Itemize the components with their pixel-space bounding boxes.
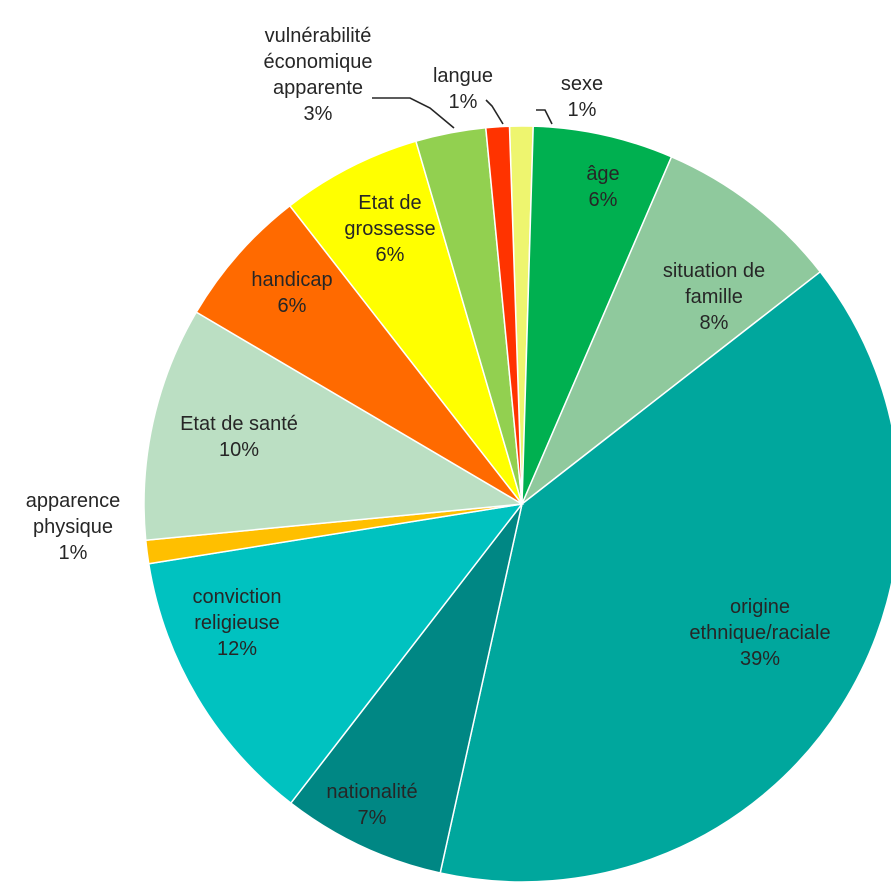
pie-slices (143, 125, 891, 882)
data-label-handicap: handicap 6% (251, 269, 332, 317)
pie-slice-langue (484, 125, 523, 505)
data-labels: sexe 1% âge 6% situation de famille 8% origine e… (26, 25, 831, 829)
pie-slice-age (521, 125, 673, 505)
pie-slice-origine-ethnique-raciale (439, 270, 891, 882)
pie-slice-etat-de-sante (143, 311, 525, 542)
data-label-conviction-religieuse: conviction religieuse 12% (193, 586, 282, 660)
data-label-etat-de-grossesse: Etat de grossesse 6% (344, 192, 435, 266)
pie-slice-conviction-religieuse (147, 502, 524, 805)
data-label-langue: langue 1% (433, 65, 493, 113)
leader-line-vulnerabilite-economique-apparente (372, 97, 455, 129)
data-label-etat-de-sante: Etat de santé 10% (180, 413, 298, 461)
pie-slice-nationalite (289, 503, 523, 874)
leader-line-langue (485, 99, 504, 125)
data-label-nationalite: nationalité 7% (326, 781, 417, 829)
data-label-age: âge 6% (586, 163, 619, 211)
leader-lines (372, 97, 553, 129)
data-label-situation-de-famille: situation de famille 8% (663, 260, 765, 334)
data-label-origine-ethnique-raciale: origine ethnique/raciale 39% (689, 596, 830, 670)
pie-slice-etat-de-grossesse (288, 140, 523, 505)
data-label-sexe: sexe 1% (561, 73, 603, 121)
leader-line-sexe (536, 109, 553, 125)
pie-slice-handicap (195, 204, 523, 505)
data-label-vulnerabilite-economique-apparente: vulnérabilité économique apparente 3% (264, 25, 373, 125)
data-label-apparence-physique: apparence physique 1% (26, 490, 121, 564)
pie-slice-situation-de-famille (521, 155, 822, 505)
